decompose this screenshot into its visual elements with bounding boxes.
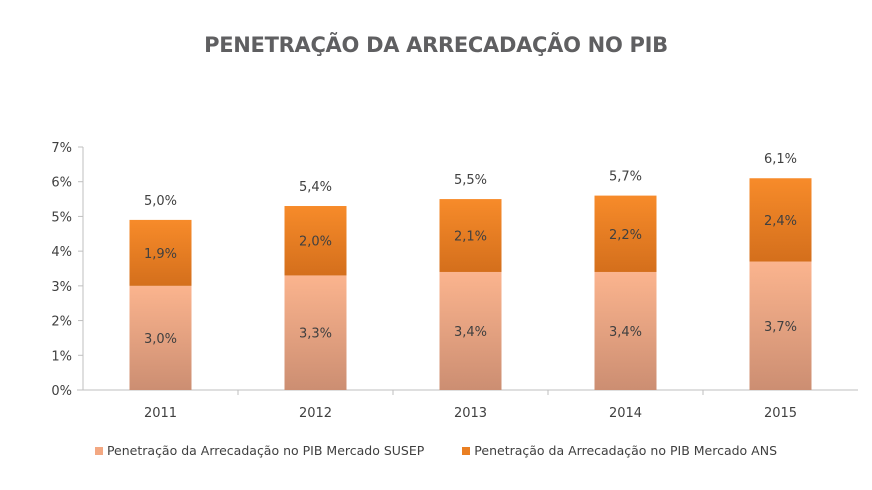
legend-label-ans: Penetração da Arrecadação no PIB Mercado… xyxy=(474,443,778,458)
data-label-ans: 2,4% xyxy=(764,214,797,229)
legend-label-susep: Penetração da Arrecadação no PIB Mercado… xyxy=(106,443,425,458)
data-label-ans: 1,9% xyxy=(144,247,177,262)
bar-segment-ans xyxy=(284,206,347,276)
y-tick-label: 2% xyxy=(51,315,72,330)
legend-swatch-ans xyxy=(462,446,471,455)
x-tick-label: 2013 xyxy=(454,406,487,421)
data-label-total: 5,4% xyxy=(299,180,332,195)
bar-segment-ans xyxy=(129,219,192,286)
x-tick-label: 2011 xyxy=(144,406,177,421)
data-label-susep: 3,4% xyxy=(609,325,642,340)
x-tick-label: 2015 xyxy=(764,406,797,421)
data-label-total: 5,5% xyxy=(454,173,487,188)
bar-segment-ans xyxy=(749,178,812,262)
data-label-susep: 3,3% xyxy=(299,327,332,342)
bar-segment-susep xyxy=(284,275,347,390)
data-label-total: 5,7% xyxy=(609,170,642,185)
data-label-ans: 2,0% xyxy=(299,235,332,250)
data-label-total: 6,1% xyxy=(764,152,797,167)
y-tick-label: 7% xyxy=(51,141,72,156)
x-tick-label: 2014 xyxy=(609,406,642,421)
bar-segment-ans xyxy=(594,195,657,272)
legend-item-susep: Penetração da Arrecadação no PIB Mercado… xyxy=(94,443,425,458)
bar-segment-ans xyxy=(439,199,502,272)
bar-segment-susep xyxy=(439,271,502,390)
data-label-ans: 2,2% xyxy=(609,228,642,243)
y-tick-label: 6% xyxy=(51,176,72,191)
x-tick-label: 2012 xyxy=(299,406,332,421)
data-label-susep: 3,7% xyxy=(764,320,797,335)
bar-segment-susep xyxy=(594,271,657,390)
y-tick-label: 5% xyxy=(51,210,72,225)
y-tick-label: 1% xyxy=(51,349,72,364)
bar-segment-susep xyxy=(129,285,192,390)
y-tick-label: 3% xyxy=(51,280,72,295)
y-tick-label: 4% xyxy=(51,245,72,260)
bar-segment-susep xyxy=(749,261,812,390)
legend-item-ans: Penetração da Arrecadação no PIB Mercado… xyxy=(462,443,777,458)
y-tick-label: 0% xyxy=(51,384,72,399)
data-label-total: 5,0% xyxy=(144,194,177,209)
data-label-ans: 2,1% xyxy=(454,230,487,245)
chart-legend: Penetração da Arrecadação no PIB Mercado… xyxy=(0,443,872,458)
legend-swatch-susep xyxy=(94,446,103,455)
data-label-susep: 3,0% xyxy=(144,332,177,347)
chart-title: PENETRAÇÃO DA ARRECADAÇÃO NO PIB xyxy=(204,33,668,57)
data-label-susep: 3,4% xyxy=(454,325,487,340)
